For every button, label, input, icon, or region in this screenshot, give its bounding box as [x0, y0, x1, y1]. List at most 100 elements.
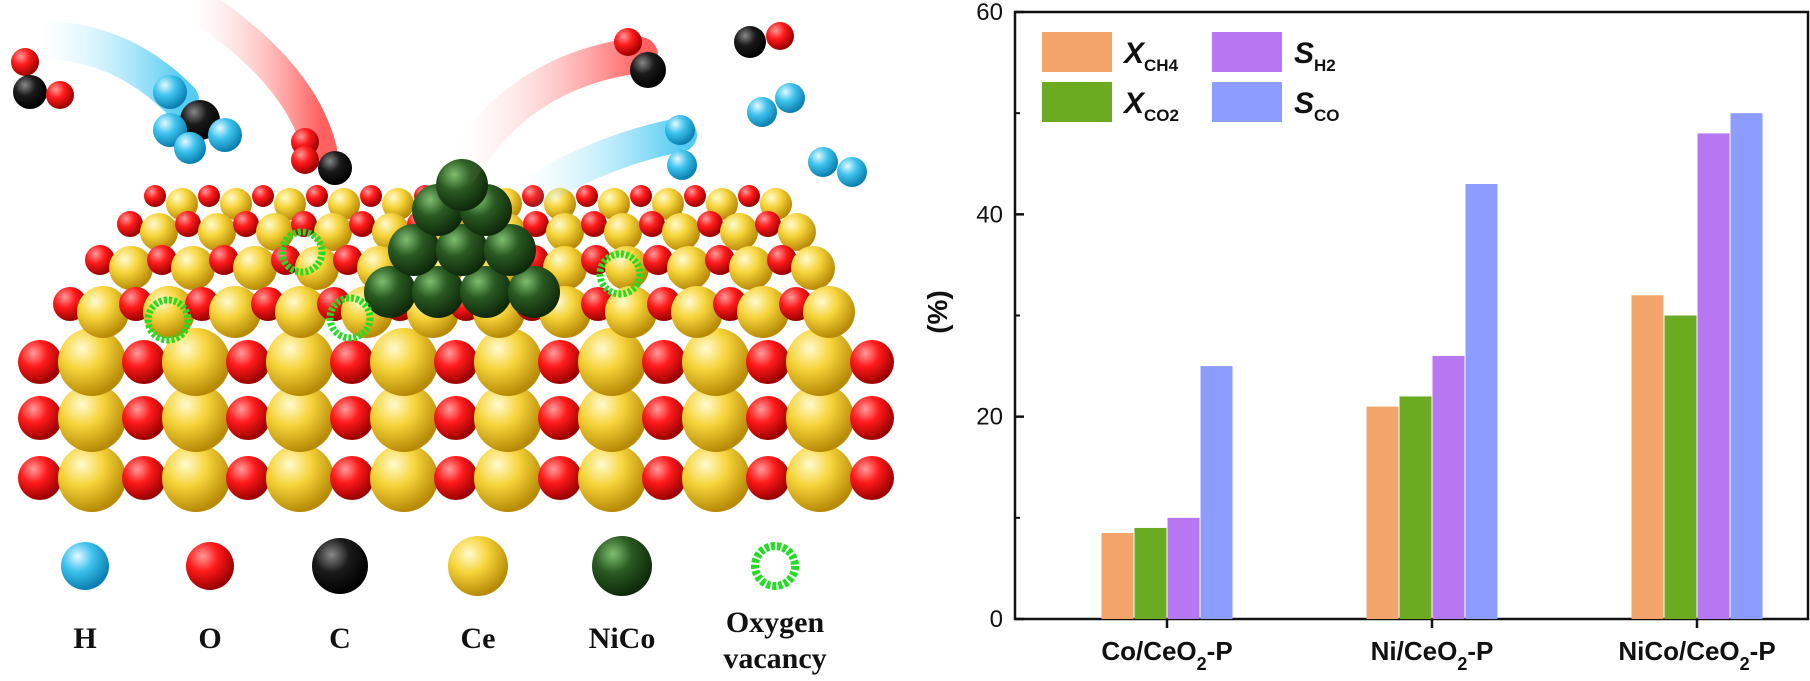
ce-atom: [162, 328, 230, 396]
o-atom: [209, 245, 239, 275]
atom-legend-label: Ce: [461, 622, 496, 655]
o-atom: [349, 211, 375, 237]
ce-atom: [370, 328, 438, 396]
ce-atom: [109, 246, 153, 290]
o-atom: [630, 185, 652, 207]
chart-category-labels: Co/CeO2-P Ni/CeO2-P NiCo/CeO2-P: [1101, 636, 1775, 674]
ce-atom: [474, 328, 542, 396]
ce-atom: [198, 213, 236, 251]
bar-SCO-1: [1465, 183, 1498, 619]
o-atom: [18, 456, 62, 500]
o-atom: [330, 340, 374, 384]
o-atom: [147, 245, 177, 275]
o-atom: [642, 396, 686, 440]
o-atom: [226, 396, 270, 440]
ce-atom-icon: [448, 536, 508, 596]
o-atom: [306, 185, 328, 207]
h-atom: [667, 150, 697, 180]
o-atom: [705, 245, 735, 275]
legend-swatch-SH2: [1212, 32, 1282, 72]
o-atom: [684, 185, 706, 207]
atom-legend-label: Oxygen: [726, 606, 825, 639]
ce-atom: [171, 246, 215, 290]
h-atom-icon: [61, 542, 109, 590]
ce-atom: [370, 384, 438, 452]
bar-SH2-1: [1432, 355, 1465, 619]
legend-label-SH2: SH2: [1294, 37, 1336, 75]
ce-atom: [803, 286, 855, 338]
legend-label-XCO2: XCO2: [1122, 87, 1179, 125]
o-atom: [46, 81, 74, 109]
o-atom: [850, 396, 894, 440]
motion-trail: [442, 37, 658, 188]
ce-atom: [162, 384, 230, 452]
o-atom: [850, 340, 894, 384]
nico-cluster: [364, 159, 560, 318]
o-atom: [738, 185, 760, 207]
ce-atom: [671, 286, 723, 338]
bar-SH2-0: [1167, 517, 1200, 619]
legend-swatch-XCO2: [1042, 82, 1112, 122]
ce-atom: [209, 286, 261, 338]
ce-atom: [328, 188, 360, 220]
o-atom: [330, 456, 374, 500]
ce-atom: [77, 286, 129, 338]
h-atom: [153, 75, 187, 109]
h-atom: [808, 147, 838, 177]
atom-legend-label: NiCo: [589, 622, 656, 655]
c-atom: [734, 26, 766, 58]
y-tick-label: 40: [976, 201, 1003, 228]
h-atom: [208, 118, 242, 152]
bar-XCO2-1: [1399, 396, 1432, 619]
chart-ticks: 0 20 40 60: [976, 0, 1699, 633]
ce-atom: [598, 188, 630, 220]
o-atom: [746, 340, 790, 384]
category-label: Ni/CeO2-P: [1371, 636, 1494, 674]
o-atom: [333, 245, 363, 275]
gas-molecules: [11, 0, 867, 217]
o-atom: [850, 456, 894, 500]
o-atom: [767, 245, 797, 275]
o-atom: [122, 396, 166, 440]
bar-SH2-2: [1697, 133, 1730, 619]
ce-atom: [786, 444, 854, 512]
o-atom: [434, 340, 478, 384]
o-atom: [122, 340, 166, 384]
y-axis-label: (%): [922, 290, 953, 334]
o-atom: [576, 185, 598, 207]
legend-swatch-SCO: [1212, 82, 1282, 122]
ce-atom: [314, 213, 352, 251]
atom-legend-label: H: [73, 622, 96, 655]
o-atom: [614, 28, 642, 56]
ce-atom: [546, 213, 584, 251]
bar-XCH4-1: [1366, 406, 1399, 619]
ce-atom: [578, 328, 646, 396]
oxygen-vacancy-ring-icon: [278, 228, 326, 276]
ce-atom: [604, 213, 642, 251]
legend-label-XCH4: XCH4: [1122, 37, 1179, 75]
bar-XCO2-2: [1664, 315, 1697, 619]
o-atom: [643, 245, 673, 275]
c-atom: [318, 151, 352, 185]
category-label: Co/CeO2-P: [1101, 636, 1232, 674]
o-atom: [18, 396, 62, 440]
motion-trail: [503, 118, 697, 217]
o-atom: [233, 211, 259, 237]
o-atom: [252, 185, 274, 207]
bar-XCO2-0: [1134, 527, 1167, 619]
y-tick-label: 20: [976, 404, 1003, 431]
ce-atom: [737, 286, 789, 338]
c-atom: [13, 75, 47, 109]
o-atom: [746, 456, 790, 500]
o-atom: [642, 340, 686, 384]
o-atom: [144, 185, 166, 207]
ce-atom: [266, 444, 334, 512]
atom-legend-label: C: [329, 622, 351, 655]
oxygen-vacancies: [144, 228, 644, 344]
y-tick-label: 0: [990, 606, 1003, 633]
ce-atom: [143, 286, 195, 338]
o-atom: [581, 245, 611, 275]
o-atom: [538, 340, 582, 384]
